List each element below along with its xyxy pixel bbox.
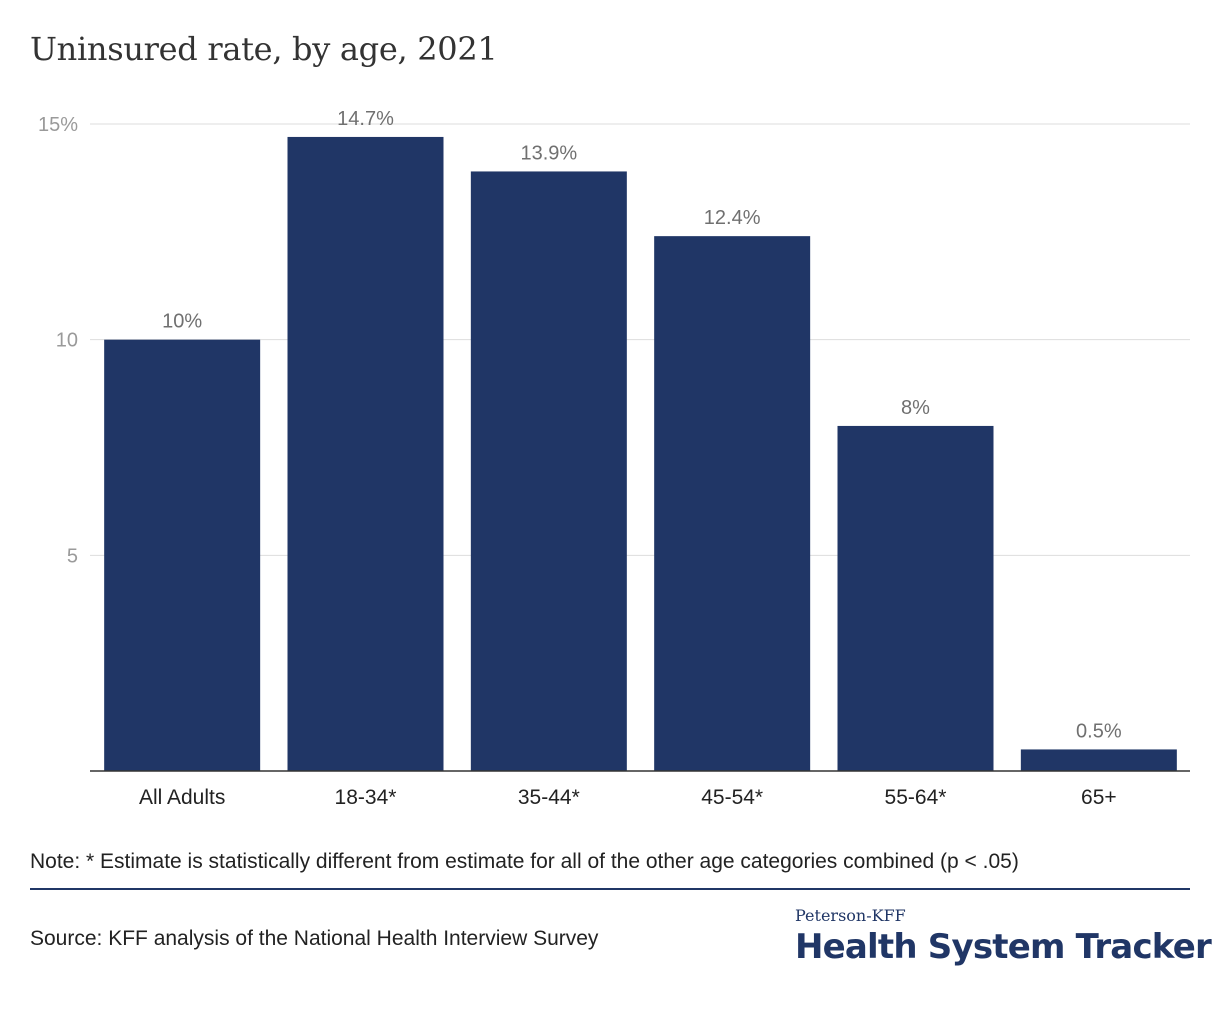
data-label: 0.5% xyxy=(1076,720,1122,742)
bar xyxy=(470,171,627,772)
x-tick-label: 65+ xyxy=(1081,786,1117,809)
y-tick-label: 15% xyxy=(38,114,78,136)
x-tick-label: 55-64* xyxy=(885,786,947,809)
bar xyxy=(837,425,994,771)
data-label: 12.4% xyxy=(704,207,761,229)
bar xyxy=(654,236,811,771)
chart-source: Source: KFF analysis of the National Hea… xyxy=(30,927,599,950)
x-tick-label: 45-54* xyxy=(701,786,763,809)
bar xyxy=(1020,749,1177,771)
divider xyxy=(30,888,1190,890)
gridlines xyxy=(90,123,1190,556)
x-tick-label: 35-44* xyxy=(518,786,580,809)
chart-title: Uninsured rate, by age, 2021 xyxy=(30,30,498,68)
chart-note: Note: * Estimate is statistically differ… xyxy=(30,850,1019,873)
bar xyxy=(287,136,444,771)
y-axis-ticks: 5 10 15% xyxy=(38,114,78,567)
data-label: 8% xyxy=(901,397,930,419)
x-tick-label: 18-34* xyxy=(335,786,397,809)
x-tick-label: All Adults xyxy=(139,786,225,809)
data-labels: 10% 14.7% 13.9% 12.4% 8% 0.5% xyxy=(162,108,1122,742)
y-tick-label: 5 xyxy=(67,545,78,567)
brand-name-small: Peterson-KFF xyxy=(795,906,906,925)
x-axis-ticks: All Adults 18-34* 35-44* 45-54* 55-64* 65+ xyxy=(139,786,1117,809)
data-label: 10% xyxy=(162,311,202,333)
data-label: 14.7% xyxy=(337,108,394,130)
bar xyxy=(104,339,261,771)
bar-chart: 5 10 15% 10% 14.7% 13.9% 12.4% 8% 0.5% All Adul… xyxy=(38,108,1190,809)
bars xyxy=(104,136,1177,772)
data-label: 13.9% xyxy=(520,142,577,164)
brand-logo-text: Health System Tracker xyxy=(795,927,1212,967)
y-tick-label: 10 xyxy=(56,330,78,352)
